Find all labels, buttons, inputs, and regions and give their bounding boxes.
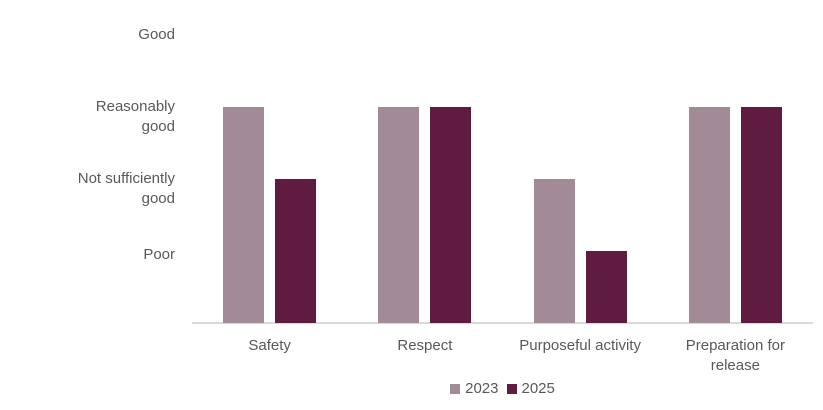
bar-2023-preparation-for-release xyxy=(688,107,730,323)
y-tick-label-reasonably-good: Reasonably good xyxy=(95,98,175,135)
bar-2023-safety xyxy=(223,107,265,323)
x-category-label-safety: Safety xyxy=(248,337,291,354)
bar-2025-respect xyxy=(430,107,472,323)
legend-item-2023: 2023 xyxy=(450,380,499,398)
x-category-label-preparation-for-release: Preparation for release xyxy=(685,337,785,374)
x-category-label-purposeful-activity: Purposeful activity xyxy=(519,337,641,354)
bar-2025-safety xyxy=(275,179,317,323)
y-tick-label-good: Good xyxy=(138,26,175,43)
bar-2025-purposeful-activity xyxy=(585,251,627,323)
legend-swatch-2023 xyxy=(450,384,461,394)
bar-2023-purposeful-activity xyxy=(533,179,575,323)
legend: 2023 2025 xyxy=(192,380,813,398)
legend-item-2025: 2025 xyxy=(506,380,555,398)
bar-2025-preparation-for-release xyxy=(740,107,782,323)
legend-label-2023: 2023 xyxy=(465,380,499,397)
x-category-label-respect: Respect xyxy=(397,337,453,354)
y-tick-label-poor: Poor xyxy=(143,246,175,263)
legend-label-2025: 2025 xyxy=(521,380,555,397)
bar-2023-respect xyxy=(378,107,420,323)
y-tick-label-not-sufficiently-good: Not sufficiently good xyxy=(77,170,175,207)
x-axis-line xyxy=(192,322,813,324)
legend-swatch-2025 xyxy=(506,384,517,394)
